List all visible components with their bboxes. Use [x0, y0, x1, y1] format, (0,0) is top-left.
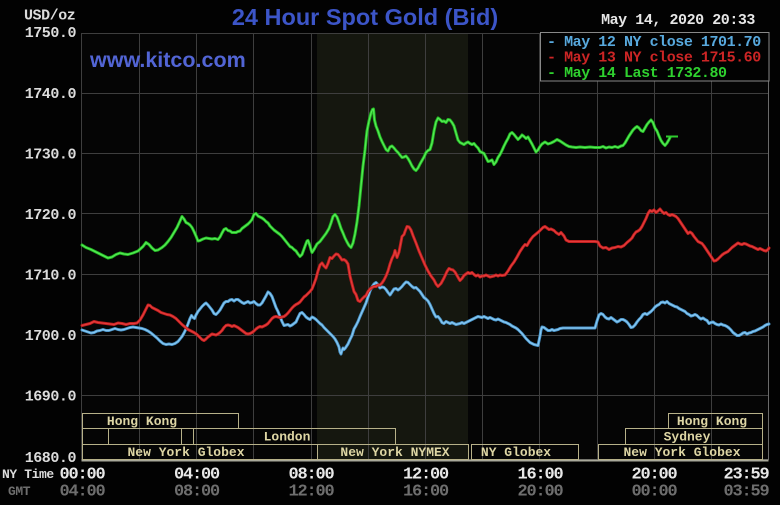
svg-text:- May 14 Last 1732.80: - May 14 Last 1732.80 [547, 65, 727, 82]
svg-text:1720.0: 1720.0 [25, 207, 77, 224]
svg-text:1690.0: 1690.0 [25, 389, 77, 406]
svg-text:23:59: 23:59 [723, 466, 769, 485]
svg-text:24 Hour Spot Gold (Bid): 24 Hour Spot Gold (Bid) [232, 4, 498, 30]
svg-text:1710.0: 1710.0 [25, 268, 77, 285]
svg-text:www.kitco.com: www.kitco.com [89, 48, 246, 72]
svg-text:12:00: 12:00 [403, 466, 449, 485]
svg-text:1730.0: 1730.0 [25, 147, 77, 164]
svg-text:08:00: 08:00 [288, 466, 334, 485]
svg-text:1740.0: 1740.0 [25, 86, 77, 103]
svg-text:1680.0: 1680.0 [25, 450, 77, 467]
svg-text:Hong Kong: Hong Kong [677, 414, 747, 429]
svg-text:20:00: 20:00 [631, 466, 677, 485]
svg-text:- May 12 NY close 1701.70: - May 12 NY close 1701.70 [547, 34, 761, 51]
svg-text:12:00: 12:00 [288, 483, 334, 502]
svg-text:16:00: 16:00 [517, 466, 563, 485]
svg-text:May 14, 2020 20:33: May 14, 2020 20:33 [601, 12, 755, 29]
svg-text:New York Globex: New York Globex [623, 445, 740, 460]
svg-text:GMT: GMT [8, 484, 31, 499]
svg-text:1700.0: 1700.0 [25, 328, 77, 345]
svg-text:USD/oz: USD/oz [24, 8, 75, 25]
svg-text:London: London [264, 430, 311, 445]
svg-text:1750.0: 1750.0 [25, 25, 77, 42]
svg-text:00:00: 00:00 [631, 483, 677, 502]
svg-text:New York Globex: New York Globex [127, 445, 244, 460]
svg-text:New York NYMEX: New York NYMEX [340, 445, 449, 460]
svg-text:03:59: 03:59 [723, 483, 769, 502]
svg-text:20:00: 20:00 [517, 483, 563, 502]
svg-text:04:00: 04:00 [59, 483, 105, 502]
svg-text:NY Globex: NY Globex [481, 445, 551, 460]
svg-text:Sydney: Sydney [664, 430, 711, 445]
svg-text:NY Time: NY Time [2, 467, 54, 482]
svg-text:08:00: 08:00 [174, 483, 220, 502]
svg-text:00:00: 00:00 [59, 466, 105, 485]
svg-text:- May 13 NY close 1715.60: - May 13 NY close 1715.60 [547, 50, 761, 67]
svg-text:Hong Kong: Hong Kong [107, 414, 177, 429]
svg-text:04:00: 04:00 [174, 466, 220, 485]
svg-text:16:00: 16:00 [403, 483, 449, 502]
